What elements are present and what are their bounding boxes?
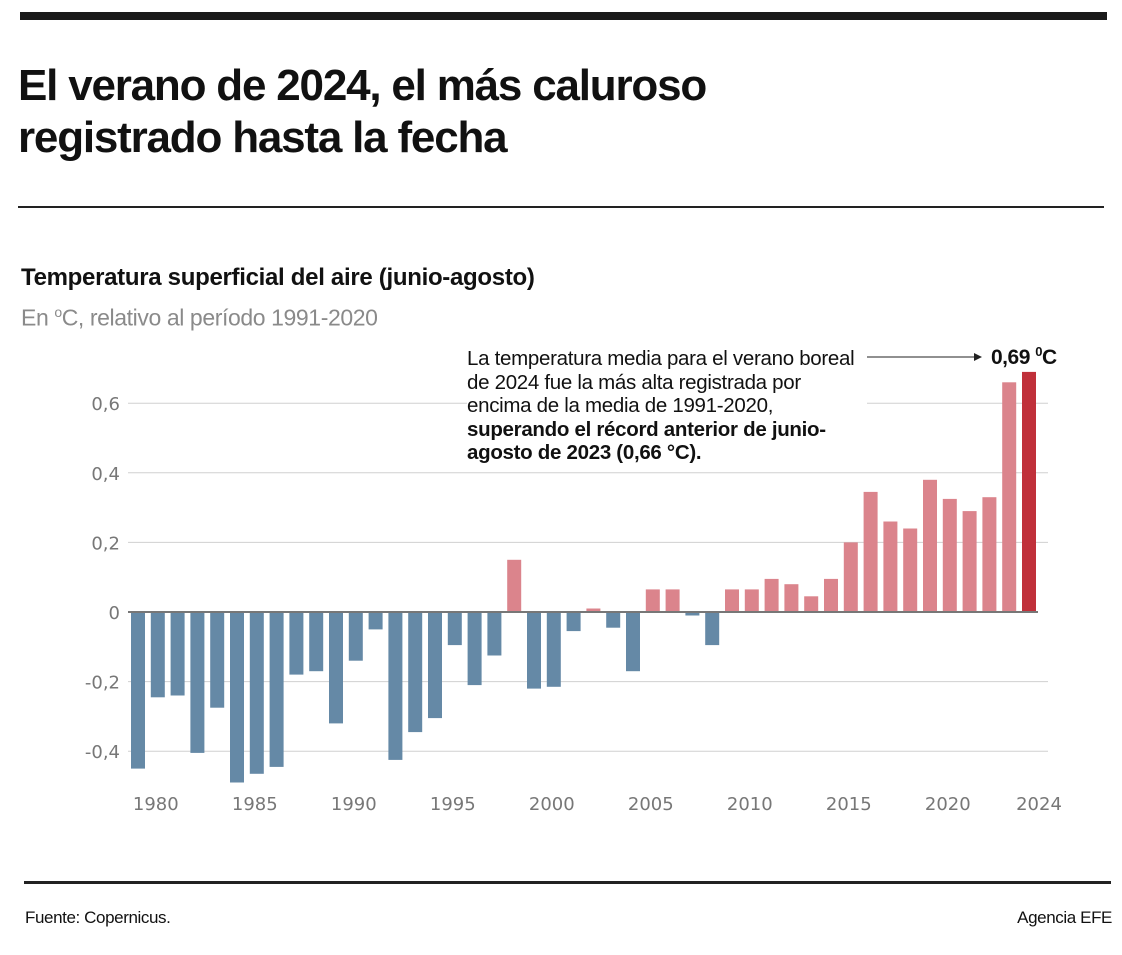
annotation-text: La temperatura media para el verano bore…	[467, 347, 855, 417]
x-tick-label: 2015	[826, 794, 872, 815]
chart-title: Temperatura superficial del aire (junio-…	[21, 264, 535, 291]
arrowhead-icon	[974, 353, 982, 361]
bar-2012	[784, 584, 799, 612]
x-axis-labels: 1980 1985 1990 1995 2000 2005 2010 2015 2020 2024	[133, 794, 1062, 815]
y-tick-label: 0	[109, 603, 120, 624]
bar-1982	[190, 612, 205, 753]
bar-1986	[269, 612, 284, 767]
degree-symbol: o	[54, 304, 62, 320]
bar-2004	[626, 612, 640, 672]
bar-2016	[863, 491, 878, 612]
bar-2008	[705, 612, 720, 646]
bar-2009	[725, 589, 739, 612]
bar-1983	[210, 612, 225, 708]
x-tick-label: 2005	[628, 794, 674, 815]
x-tick-label: 1980	[133, 794, 179, 815]
bar-2019	[923, 479, 937, 612]
bar-1997	[487, 612, 502, 656]
bar-1990	[348, 612, 363, 661]
x-tick-label: 2010	[727, 794, 773, 815]
bar-1989	[329, 612, 343, 724]
callout-degree: 0	[1035, 344, 1042, 359]
bar-1985	[249, 612, 264, 774]
annotation-bold-text: superando el récord anterior de junio-ag…	[467, 417, 826, 465]
bar-2003	[606, 612, 621, 628]
y-tick-label: 0,6	[91, 394, 120, 415]
bar-2002	[586, 608, 601, 612]
bar-1979	[131, 612, 145, 769]
subtitle-prefix: En	[21, 304, 55, 331]
source-note: Fuente: Copernicus.	[25, 908, 171, 927]
y-tick-label: -0,4	[85, 742, 120, 763]
callout-unit: C	[1041, 346, 1057, 369]
y-axis-labels: -0,4 -0,2 0 0,2 0,4 0,6	[85, 394, 120, 763]
subtitle-suffix: C, relativo al período 1991-2020	[61, 304, 378, 331]
chart-annotation: La temperatura media para el verano bore…	[467, 347, 867, 465]
bar-2018	[903, 528, 918, 612]
bar-1995	[447, 612, 462, 646]
bar-2007	[685, 612, 700, 616]
callout-number: 0,69	[991, 346, 1036, 369]
bar-2000	[546, 612, 561, 687]
bar-2010	[744, 589, 759, 612]
headline-line-2: registrado hasta la fecha	[18, 113, 508, 162]
bar-1988	[309, 612, 324, 672]
bar-2024	[1022, 371, 1036, 612]
bar-2014	[824, 578, 838, 612]
bar-2005	[645, 589, 660, 612]
x-tick-label: 1990	[331, 794, 377, 815]
footer-divider	[24, 881, 1111, 884]
bar-1980	[150, 612, 165, 698]
top-rule	[20, 12, 1107, 20]
bar-1991	[368, 612, 383, 630]
x-tick-label: 2024	[1016, 794, 1062, 815]
bar-1987	[289, 612, 304, 675]
bar-1996	[467, 612, 482, 686]
y-tick-label: 0,4	[91, 464, 120, 485]
bars	[131, 371, 1036, 783]
bar-2020	[942, 498, 957, 612]
bar-2023	[1002, 382, 1017, 612]
bar-2021	[962, 511, 977, 612]
bar-1984	[230, 612, 244, 783]
bar-1994	[428, 612, 442, 719]
bar-1999	[527, 612, 541, 689]
bar-2017	[883, 521, 898, 612]
bar-2015	[843, 542, 858, 612]
x-tick-label: 1995	[430, 794, 476, 815]
headline-line-1: El verano de 2024, el más caluroso	[18, 61, 707, 110]
bar-1992	[388, 612, 403, 760]
bar-2022	[982, 497, 997, 612]
credit-note: Agencia EFE	[1017, 908, 1112, 927]
bar-1998	[507, 559, 522, 612]
bar-2011	[764, 578, 779, 612]
x-tick-label: 1985	[232, 794, 278, 815]
bar-1993	[408, 612, 423, 733]
x-tick-label: 2020	[925, 794, 971, 815]
chart-subtitle: En oC, relativo al período 1991-2020	[21, 304, 378, 332]
headline: El verano de 2024, el más caluroso regis…	[18, 60, 918, 164]
x-tick-label: 2000	[529, 794, 575, 815]
callout-value-2024: 0,69 0C	[991, 344, 1057, 370]
y-tick-label: -0,2	[85, 673, 120, 694]
bar-2001	[566, 612, 581, 632]
bar-2006	[665, 589, 680, 612]
bar-2013	[804, 596, 819, 612]
y-tick-label: 0,2	[91, 533, 120, 554]
bar-1981	[170, 612, 185, 696]
headline-divider	[18, 206, 1104, 208]
